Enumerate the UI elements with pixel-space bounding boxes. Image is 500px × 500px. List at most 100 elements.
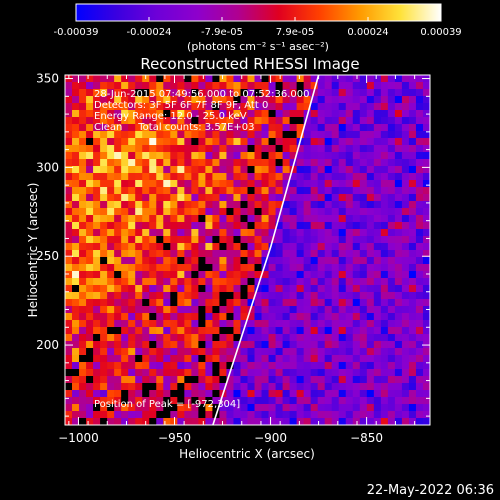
heatmap-cell [387, 390, 396, 398]
heatmap-cell [177, 75, 185, 83]
heatmap-cell [394, 285, 403, 293]
heatmap-cell [296, 390, 305, 398]
heatmap-cell [387, 96, 396, 104]
heatmap-cell [408, 397, 417, 405]
heatmap-cell [387, 166, 396, 174]
heatmap-cell [338, 159, 347, 167]
heatmap-cell [366, 404, 375, 412]
heatmap-cell [247, 173, 256, 181]
heatmap-cell [163, 285, 171, 293]
heatmap-cell [93, 201, 101, 209]
heatmap-cell [156, 355, 164, 363]
heatmap-cell [345, 397, 354, 405]
heatmap-cell [156, 243, 164, 251]
heatmap-cell [261, 362, 270, 370]
heatmap-cell [212, 418, 221, 425]
heatmap-cell [331, 306, 340, 314]
heatmap-cell [191, 271, 199, 279]
heatmap-cell [163, 243, 171, 251]
heatmap-cell [415, 124, 424, 132]
heatmap-cell [408, 159, 417, 167]
heatmap-cell [352, 320, 361, 328]
heatmap-cell [310, 243, 319, 251]
heatmap-cell [79, 110, 87, 118]
heatmap-cell [352, 89, 361, 97]
heatmap-cell [184, 369, 192, 377]
heatmap-cell [219, 257, 228, 265]
heatmap-cell [373, 173, 382, 181]
heatmap-cell [240, 103, 249, 111]
heatmap-cell [219, 362, 228, 370]
heatmap-cell [93, 96, 101, 104]
heatmap-cell [317, 334, 326, 342]
heatmap-cell [261, 89, 270, 97]
heatmap-cell [135, 208, 143, 216]
heatmap-cell [331, 194, 340, 202]
heatmap-cell [373, 362, 382, 370]
heatmap-cell [352, 145, 361, 153]
heatmap-cell [72, 369, 80, 377]
heatmap-cell [303, 292, 312, 300]
heatmap-cell [303, 383, 312, 391]
heatmap-cell [268, 292, 277, 300]
heatmap-cell [317, 348, 326, 356]
heatmap-cell [289, 75, 298, 83]
heatmap-cell [198, 187, 206, 195]
heatmap-cell [233, 313, 242, 321]
heatmap-cell [408, 145, 417, 153]
heatmap-cell [240, 166, 249, 174]
heatmap-cell [128, 341, 136, 349]
heatmap-cell [233, 117, 242, 125]
heatmap-cell [184, 110, 192, 118]
heatmap-cell [380, 404, 389, 412]
heatmap-cell [401, 313, 410, 321]
heatmap-cell [422, 404, 430, 412]
heatmap-cell [268, 334, 277, 342]
heatmap-cell [114, 334, 122, 342]
heatmap-cell [184, 166, 192, 174]
heatmap-cell [289, 278, 298, 286]
heatmap-cell [268, 397, 277, 405]
heatmap-cell [324, 313, 333, 321]
heatmap-cell [422, 173, 430, 181]
heatmap-cell [331, 264, 340, 272]
heatmap-cell [72, 187, 80, 195]
heatmap-cell [226, 285, 235, 293]
heatmap-cell [303, 334, 312, 342]
heatmap-cell [156, 341, 164, 349]
heatmap-cell [149, 362, 157, 370]
heatmap-cell [338, 285, 347, 293]
heatmap-cell [352, 152, 361, 160]
heatmap-cell [107, 397, 115, 405]
heatmap-cell [212, 376, 221, 384]
heatmap-cell [233, 236, 242, 244]
heatmap-cell [121, 103, 129, 111]
heatmap-cell [177, 110, 185, 118]
heatmap-cell [282, 320, 291, 328]
heatmap-cell [359, 376, 368, 384]
heatmap-cell [86, 355, 94, 363]
heatmap-cell [359, 383, 368, 391]
heatmap-cell [310, 292, 319, 300]
heatmap-cell [415, 166, 424, 174]
heatmap-cell [317, 173, 326, 181]
heatmap-cell [296, 159, 305, 167]
heatmap-cell [373, 383, 382, 391]
heatmap-cell [268, 327, 277, 335]
heatmap-cell [247, 152, 256, 160]
heatmap-cell [345, 341, 354, 349]
heatmap-cell [65, 138, 73, 146]
heatmap-cell [338, 152, 347, 160]
heatmap-cell [205, 390, 213, 398]
heatmap-cell [275, 215, 284, 223]
heatmap-cell [408, 285, 417, 293]
heatmap-cell [261, 418, 270, 425]
heatmap-cell [156, 376, 164, 384]
heatmap-cell [415, 250, 424, 258]
heatmap-cell [128, 103, 136, 111]
heatmap-cell [373, 110, 382, 118]
heatmap-cell [261, 208, 270, 216]
heatmap-cell [114, 208, 122, 216]
heatmap-cell [233, 131, 242, 139]
